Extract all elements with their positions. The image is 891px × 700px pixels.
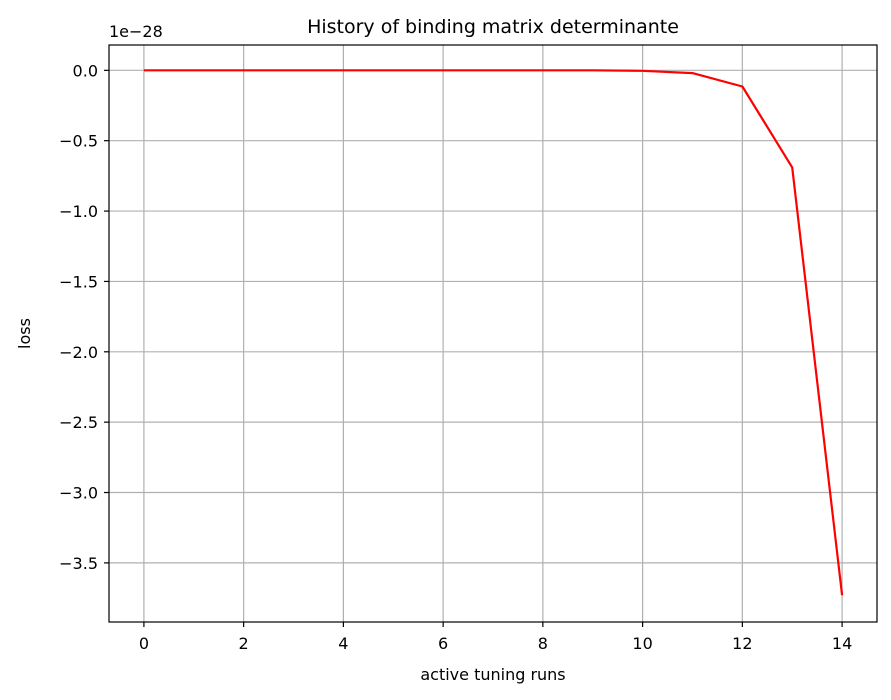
chart-title: History of binding matrix determinante [307,16,679,38]
x-axis-label: active tuning runs [420,665,565,684]
y-tick-label: −2.0 [59,343,98,362]
x-tick-label: 10 [632,634,652,653]
y-tick-label: −1.5 [59,272,98,291]
y-tick-label: −0.5 [59,132,98,151]
y-axis-label: loss [15,318,34,349]
x-tick-label: 4 [338,634,348,653]
x-tick-label: 8 [538,634,548,653]
series-line [143,69,844,596]
y-tick-label: 0.0 [73,61,98,80]
grid [109,45,877,622]
y-tick-label: −3.0 [59,484,98,503]
plot-frame [108,44,878,623]
x-tick-label: 14 [832,634,852,653]
x-tick-label: 2 [239,634,249,653]
y-tick-label: −3.5 [59,554,98,573]
axis-ticks: 0 2 4 6 8 10 12 14 0.0 −0.5 −1.0 −1.5 −2.0 −2.5 −3.0 −3… [59,61,852,653]
y-tick-label: −1.0 [59,202,98,221]
x-tick-label: 0 [139,634,149,653]
y-tick-label: −2.5 [59,413,98,432]
series-layer [143,69,844,596]
x-tick-label: 6 [438,634,448,653]
y-axis-offset-label: 1e−28 [109,22,163,41]
x-tick-label: 12 [732,634,752,653]
